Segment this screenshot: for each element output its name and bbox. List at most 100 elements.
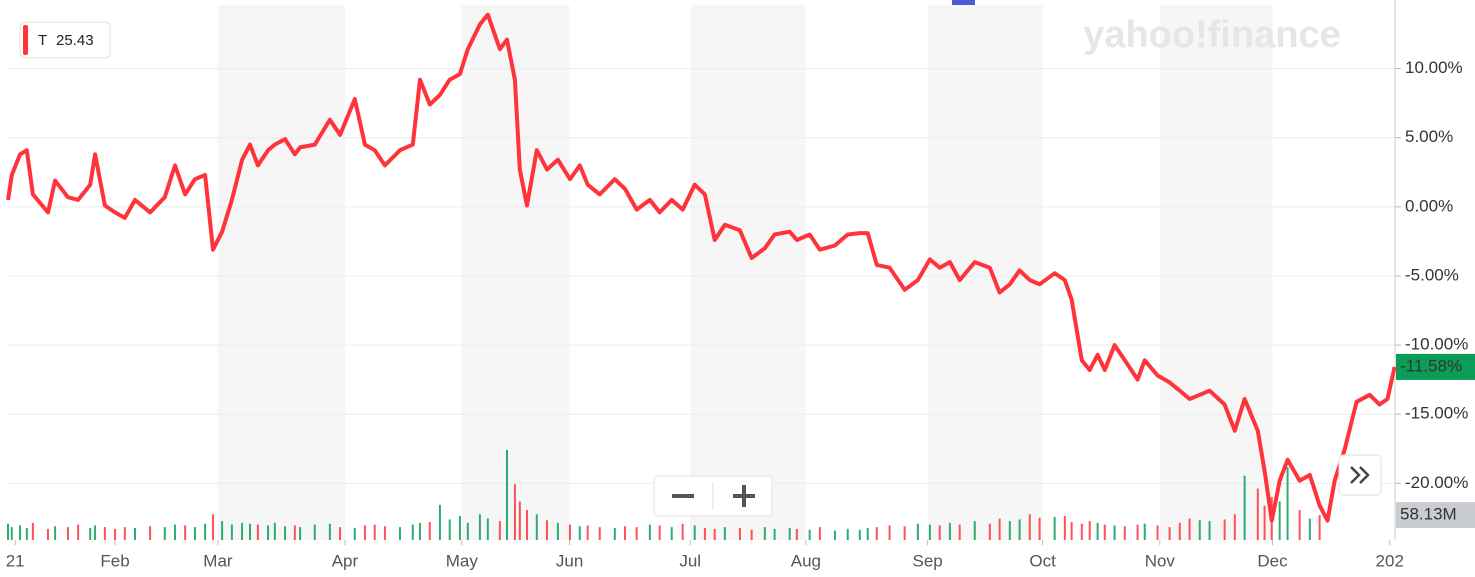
volume-bar: [1028, 514, 1031, 540]
volume-bar: [598, 527, 601, 540]
x-tick-label: Feb: [100, 551, 129, 570]
volume-bar: [723, 527, 726, 540]
volume-bar: [328, 523, 331, 540]
volume-bar: [418, 522, 421, 540]
legend-swatch: [23, 25, 28, 55]
volume-bar: [1243, 475, 1246, 540]
volume-bar: [94, 525, 97, 540]
volume-bar: [498, 521, 501, 540]
volume-bar: [875, 527, 878, 540]
volume-bar: [1178, 522, 1181, 540]
volume-bar: [248, 523, 251, 540]
zoom-controls[interactable]: [653, 475, 773, 517]
volume-bar: [1308, 518, 1311, 540]
volume-bar: [1136, 524, 1139, 540]
volume-bar: [858, 529, 861, 540]
volume-bar: [31, 522, 34, 540]
volume-bar: [448, 519, 451, 540]
x-tick-label: Jul: [679, 551, 701, 570]
volume-bar: [241, 522, 244, 540]
volume-bar: [293, 525, 296, 540]
x-tick-label: Apr: [332, 551, 359, 570]
volume-bar: [383, 526, 386, 540]
volume-bar: [134, 528, 137, 540]
legend-box: [19, 21, 111, 59]
volume-bar: [613, 528, 616, 540]
volume-bar: [353, 528, 356, 540]
volume-bar: [928, 524, 931, 540]
volume-bar: [184, 525, 187, 540]
volume-bar: [866, 528, 869, 540]
volume-bar: [1223, 519, 1226, 540]
volume-bar: [973, 521, 976, 540]
volume-bar: [1113, 525, 1116, 540]
volume-bar: [77, 524, 80, 540]
volume-tag: [1396, 502, 1475, 529]
watermark: yahoo!finance: [1083, 14, 1341, 56]
volume-bar: [713, 528, 716, 540]
volume-bar: [54, 526, 57, 540]
volume-bar: [518, 501, 521, 540]
volume-bar: [1278, 501, 1281, 540]
y-tick-label: -10.00%: [1405, 335, 1468, 354]
volume-bar: [1168, 527, 1171, 540]
volume-bar: [1096, 522, 1099, 540]
month-band: [690, 5, 806, 540]
volume-bar: [658, 525, 661, 540]
volume-bar: [89, 528, 92, 540]
volume-bar: [25, 528, 28, 540]
x-tick-label: Oct: [1029, 551, 1056, 570]
volume-bar: [212, 514, 215, 540]
y-tick-label: 5.00%: [1405, 127, 1453, 146]
volume-bar: [466, 522, 469, 540]
background: [8, 0, 1401, 545]
volume-bar: [1208, 521, 1211, 540]
volume-bar: [1318, 515, 1321, 540]
volume-bar: [586, 525, 589, 540]
volume-bar: [938, 525, 941, 540]
volume-bar: [948, 522, 951, 540]
volume-bar: [808, 529, 811, 540]
expand-button[interactable]: [1338, 454, 1382, 496]
volume-bar: [1263, 505, 1266, 540]
volume-bar: [1018, 519, 1021, 540]
volume-bar: [1156, 525, 1159, 540]
volume-bar: [1008, 521, 1011, 540]
volume-bar: [681, 523, 684, 540]
y-tick-label: -20.00%: [1405, 473, 1468, 492]
volume-bar: [916, 523, 919, 540]
volume-bar: [556, 522, 559, 540]
volume-bar: [486, 518, 489, 540]
y-tick-label: -5.00%: [1405, 265, 1459, 284]
volume-bar: [763, 527, 766, 540]
volume-bar: [438, 504, 441, 540]
month-band: [217, 5, 345, 540]
x-tick-label: Jun: [556, 551, 583, 570]
volume-bar: [1053, 516, 1056, 540]
x-tick-label: Dec: [1257, 551, 1288, 570]
volume-bar: [1286, 467, 1289, 540]
volume-bar: [795, 528, 798, 540]
volume-bar: [988, 523, 991, 540]
volume-bar: [703, 528, 706, 540]
volume-bar: [373, 524, 376, 540]
current-label: -11.58%: [1400, 356, 1462, 375]
volume-bar: [1123, 526, 1126, 540]
volume-bar: [478, 514, 481, 540]
current-tag: [1396, 353, 1475, 380]
volume-bar: [535, 514, 538, 540]
volume-bar: [750, 529, 753, 540]
volume-bar: [578, 526, 581, 540]
x-tick-label: Mar: [203, 551, 233, 570]
volume-bar: [114, 528, 117, 540]
volume-bar: [903, 526, 906, 540]
volume-bar: [846, 528, 849, 540]
volume-bar: [273, 522, 276, 540]
volume-bar: [398, 527, 401, 540]
y-tick-label: 0.00%: [1405, 196, 1453, 215]
x-tick-label: 202: [1376, 551, 1404, 570]
volume-bar: [149, 526, 152, 540]
volume-bar: [513, 484, 516, 540]
volume-bar: [773, 528, 776, 540]
